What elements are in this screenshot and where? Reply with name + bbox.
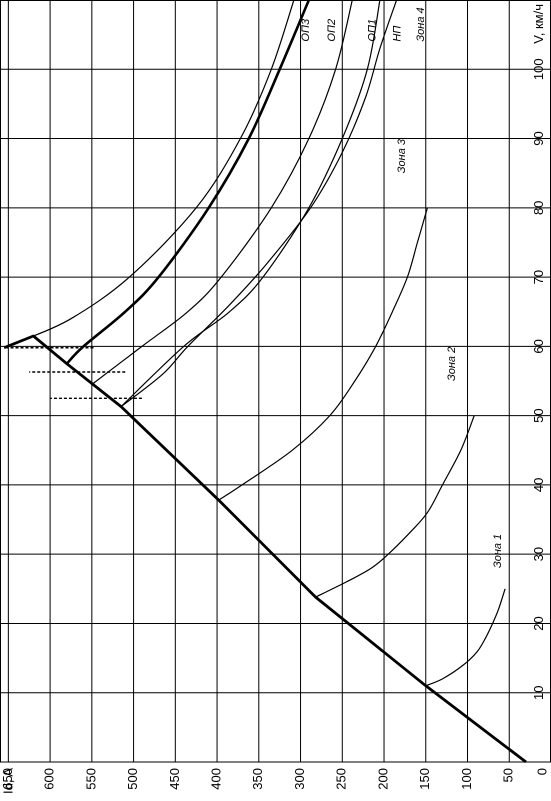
v-tick-label: 70 xyxy=(531,270,546,284)
series-curve-2 xyxy=(91,0,353,385)
series-curve-1 xyxy=(65,0,311,365)
id-tick-label: 350 xyxy=(250,768,265,790)
v-tick-label: 80 xyxy=(531,201,546,215)
id-tick-label: 550 xyxy=(83,768,98,790)
v-tick-label: 60 xyxy=(531,339,546,353)
v-tick-label: 10 xyxy=(531,685,546,699)
origin-label: 0 xyxy=(534,768,549,775)
id-tick-label: 100 xyxy=(459,768,474,790)
curve-label: Зона 1 xyxy=(492,534,504,568)
series-curve-6 xyxy=(315,415,475,598)
series-curve-3 xyxy=(120,0,381,408)
curve-label: ОП2 xyxy=(326,19,338,42)
v-tick-label: 50 xyxy=(531,408,546,422)
id-axis-label: Id, A xyxy=(0,768,15,794)
series-curve-7 xyxy=(425,588,506,687)
curve-label: Зона 4 xyxy=(415,7,427,41)
v-tick-label: 30 xyxy=(531,547,546,561)
curve-label: Зона 3 xyxy=(396,138,408,173)
id-tick-label: 400 xyxy=(208,768,223,790)
v-tick-label: 100 xyxy=(531,58,546,80)
limit-line xyxy=(3,334,527,764)
series-curve-4 xyxy=(120,0,398,408)
v-tick-label: 40 xyxy=(531,478,546,492)
id-tick-label: 600 xyxy=(42,768,57,790)
v-tick-label: 20 xyxy=(531,616,546,630)
id-tick-label: 650 xyxy=(0,768,15,790)
curve-label: Зона 2 xyxy=(446,347,458,381)
id-tick-label: 250 xyxy=(334,768,349,790)
id-tick-label: 450 xyxy=(167,768,182,790)
id-tick-label: 150 xyxy=(417,768,432,790)
id-tick-label: 300 xyxy=(292,768,307,790)
curve-label: НП xyxy=(392,26,404,42)
series-curve-0 xyxy=(3,0,295,349)
v-axis-label: V, км/ч xyxy=(531,4,546,44)
id-tick-label: 500 xyxy=(125,768,140,790)
curve-label: ОП1 xyxy=(367,19,379,42)
id-tick-label: 50 xyxy=(501,768,516,782)
curve-label: ОП3 xyxy=(300,18,312,42)
id-tick-label: 200 xyxy=(375,768,390,790)
series-curve-5 xyxy=(218,207,428,501)
v-tick-label: 90 xyxy=(531,131,546,145)
